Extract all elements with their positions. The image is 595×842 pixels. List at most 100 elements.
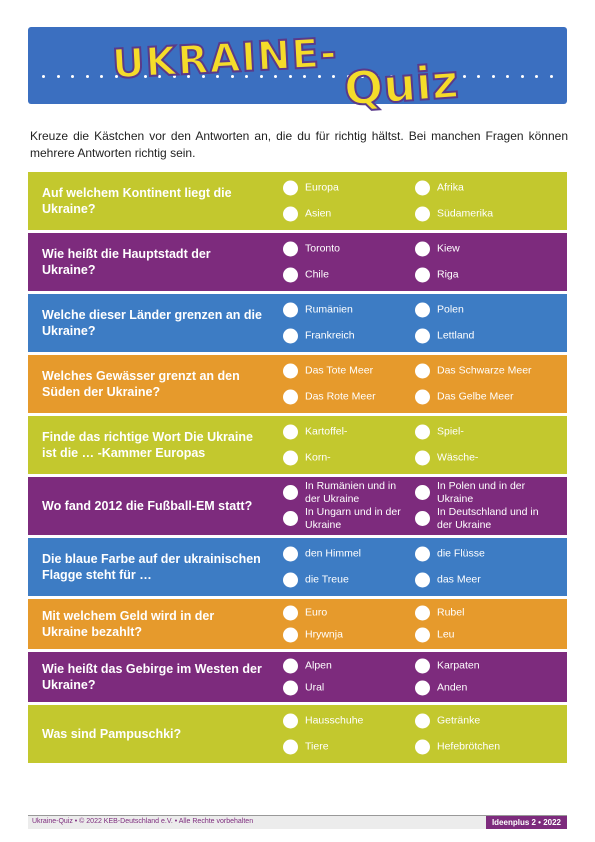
answer-option[interactable]: Leu — [415, 627, 541, 643]
question-text: Die blaue Farbe auf der ukrainischen Fla… — [42, 552, 261, 582]
answer-option[interactable]: Lettland — [415, 328, 541, 344]
answer-label: Kiew — [437, 242, 460, 255]
checkbox[interactable] — [283, 511, 298, 527]
answer-option[interactable]: Europa — [283, 180, 409, 196]
answer-option[interactable]: Asien — [283, 206, 409, 222]
answer-option[interactable]: Das Schwarze Meer — [415, 363, 541, 379]
answer-option[interactable]: In Ungarn und in der Ukraine — [283, 506, 409, 532]
question-list: Auf welchem Kontinent liegt die Ukraine?… — [28, 172, 567, 766]
checkbox[interactable] — [283, 658, 298, 673]
checkbox[interactable] — [415, 680, 430, 696]
checkbox[interactable] — [283, 713, 298, 729]
checkbox[interactable] — [283, 424, 298, 440]
checkbox[interactable] — [415, 180, 430, 196]
answer-option[interactable]: das Meer — [415, 572, 541, 588]
answer-option[interactable]: In Deutschland und in der Ukraine — [415, 506, 541, 532]
checkbox[interactable] — [283, 680, 298, 696]
checkbox[interactable] — [283, 572, 298, 588]
checkbox[interactable] — [283, 267, 298, 283]
answer-option[interactable]: Korn- — [283, 450, 409, 466]
answer-option[interactable]: Das Rote Meer — [283, 389, 409, 405]
answer-label: Afrika — [437, 181, 464, 194]
checkbox[interactable] — [415, 605, 430, 620]
checkbox[interactable] — [415, 572, 430, 588]
checkbox[interactable] — [283, 605, 298, 620]
checkbox[interactable] — [283, 328, 298, 344]
checkbox[interactable] — [415, 363, 430, 379]
answer-label: In Rumänien und in der Ukraine — [305, 479, 397, 505]
question-row: Die blaue Farbe auf der ukrainischen Fla… — [28, 538, 567, 596]
answer-label: Alpen — [305, 659, 332, 671]
answer-label: Hrywnja — [305, 628, 343, 641]
question-row: Mit welchem Geld wird in der Ukraine bez… — [28, 599, 567, 649]
answer-option[interactable]: Tiere — [283, 739, 409, 755]
answer-option[interactable]: den Himmel — [283, 546, 409, 562]
checkbox[interactable] — [283, 241, 298, 257]
checkbox[interactable] — [415, 511, 430, 527]
answer-option[interactable]: Das Tote Meer — [283, 363, 409, 379]
checkbox[interactable] — [283, 450, 298, 466]
checkbox[interactable] — [283, 389, 298, 405]
checkbox[interactable] — [415, 450, 430, 466]
answer-option[interactable]: Toronto — [283, 241, 409, 257]
checkbox[interactable] — [415, 389, 430, 405]
question-text: Welche dieser Länder grenzen an die Ukra… — [42, 308, 262, 338]
answer-option[interactable]: Spiel- — [415, 424, 541, 440]
question-text: Auf welchem Kontinent liegt die Ukraine? — [42, 186, 232, 216]
answer-option[interactable]: Riga — [415, 267, 541, 283]
answer-label: Wäsche- — [437, 451, 479, 464]
answer-option[interactable]: Ural — [283, 680, 409, 696]
checkbox[interactable] — [283, 627, 298, 643]
answer-option[interactable]: Südamerika — [415, 206, 541, 222]
checkbox[interactable] — [283, 546, 298, 562]
answer-option[interactable]: Wäsche- — [415, 450, 541, 466]
answer-option[interactable]: Kartoffel- — [283, 424, 409, 440]
question-text: Wo fand 2012 die Fußball-EM statt? — [42, 499, 253, 513]
answer-option[interactable]: Getränke — [415, 713, 541, 729]
answer-option[interactable]: Das Gelbe Meer — [415, 389, 541, 405]
checkbox[interactable] — [283, 206, 298, 222]
answer-option[interactable]: die Flüsse — [415, 546, 541, 562]
checkbox[interactable] — [415, 546, 430, 562]
question-text: Mit welchem Geld wird in der Ukraine bez… — [42, 609, 215, 639]
question-row: Wo fand 2012 die Fußball-EM statt? In Rum… — [28, 477, 567, 535]
answer-label: Asien — [305, 207, 332, 220]
checkbox[interactable] — [415, 658, 430, 673]
answer-option[interactable]: Afrika — [415, 180, 541, 196]
answer-option[interactable]: die Treue — [283, 572, 409, 588]
checkbox[interactable] — [415, 627, 430, 643]
checkbox[interactable] — [283, 485, 298, 501]
question-text: Finde das richtige Wort Die Ukraine ist … — [42, 430, 253, 460]
checkbox[interactable] — [283, 363, 298, 379]
checkbox[interactable] — [415, 241, 430, 257]
answer-option[interactable]: Hefebrötchen — [415, 739, 541, 755]
answer-option[interactable]: Rumänien — [283, 302, 409, 318]
answer-option[interactable]: Hausschuhe — [283, 713, 409, 729]
answer-option[interactable]: Polen — [415, 302, 541, 318]
checkbox[interactable] — [415, 485, 430, 501]
answer-option[interactable]: In Polen und in der Ukraine — [415, 480, 541, 506]
checkbox[interactable] — [415, 302, 430, 318]
answer-option[interactable]: Alpen — [283, 658, 409, 673]
answer-option[interactable]: Frankreich — [283, 328, 409, 344]
answer-option[interactable]: In Rumänien und in der Ukraine — [283, 480, 409, 506]
answer-label: das Meer — [437, 573, 481, 586]
checkbox[interactable] — [415, 713, 430, 729]
checkbox[interactable] — [283, 180, 298, 196]
checkbox[interactable] — [415, 328, 430, 344]
checkbox[interactable] — [415, 424, 430, 440]
answer-option[interactable]: Kiew — [415, 241, 541, 257]
answer-option[interactable]: Chile — [283, 267, 409, 283]
answer-label: Das Schwarze Meer — [437, 364, 532, 377]
answer-option[interactable]: Rubel — [415, 605, 541, 620]
checkbox[interactable] — [415, 739, 430, 755]
answer-option[interactable]: Hrywnja — [283, 627, 409, 643]
checkbox[interactable] — [283, 302, 298, 318]
checkbox[interactable] — [415, 206, 430, 222]
answer-option[interactable]: Karpaten — [415, 658, 541, 673]
answer-option[interactable]: Euro — [283, 605, 409, 620]
answer-option[interactable]: Anden — [415, 680, 541, 696]
checkbox[interactable] — [283, 739, 298, 755]
checkbox[interactable] — [415, 267, 430, 283]
answer-label: In Ungarn und in der Ukraine — [305, 505, 401, 531]
